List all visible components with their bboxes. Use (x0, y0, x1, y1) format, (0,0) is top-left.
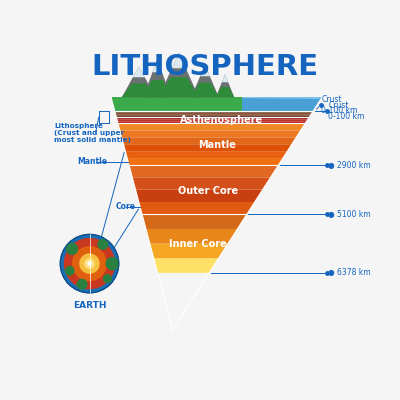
Polygon shape (191, 83, 219, 97)
Text: Crust
0-100 km: Crust 0-100 km (328, 102, 364, 121)
Text: Inner Core: Inner Core (169, 238, 227, 248)
Circle shape (79, 253, 100, 274)
Polygon shape (116, 116, 310, 117)
Text: Mantle: Mantle (198, 140, 236, 150)
Polygon shape (152, 59, 162, 72)
Circle shape (64, 238, 115, 289)
Polygon shape (139, 202, 255, 214)
Polygon shape (133, 66, 145, 77)
Polygon shape (159, 77, 199, 97)
Polygon shape (124, 144, 292, 151)
Polygon shape (116, 117, 309, 119)
Polygon shape (216, 87, 234, 97)
Polygon shape (150, 244, 228, 258)
Polygon shape (172, 53, 186, 68)
Text: ● 2900 km: ● 2900 km (328, 160, 371, 170)
Polygon shape (216, 74, 234, 97)
Text: Mantle: Mantle (77, 158, 107, 166)
Circle shape (72, 246, 107, 281)
Polygon shape (143, 80, 171, 97)
Polygon shape (122, 84, 156, 97)
Text: Asthenosphere: Asthenosphere (180, 115, 263, 125)
Circle shape (106, 257, 119, 270)
Text: LITHOSPHERE: LITHOSPHERE (92, 53, 318, 81)
Polygon shape (117, 119, 308, 122)
Polygon shape (122, 137, 296, 144)
Polygon shape (222, 74, 228, 82)
Polygon shape (143, 59, 171, 97)
Circle shape (84, 258, 95, 269)
Polygon shape (200, 65, 210, 76)
Circle shape (87, 261, 92, 266)
Circle shape (65, 266, 75, 276)
Polygon shape (111, 97, 242, 111)
Text: Crust
0-100 km: Crust 0-100 km (322, 95, 358, 115)
Polygon shape (191, 65, 219, 97)
Circle shape (97, 239, 108, 250)
Text: Outer Core: Outer Core (178, 186, 238, 196)
Polygon shape (115, 111, 313, 113)
Polygon shape (116, 114, 311, 116)
Text: ● 5100 km: ● 5100 km (328, 210, 371, 219)
Circle shape (66, 243, 78, 255)
Polygon shape (118, 124, 305, 130)
Circle shape (103, 274, 112, 283)
Circle shape (76, 279, 88, 290)
Polygon shape (154, 258, 219, 273)
Polygon shape (136, 190, 263, 202)
Polygon shape (125, 151, 288, 158)
Polygon shape (115, 113, 312, 114)
Text: ● 6378 km: ● 6378 km (328, 268, 371, 277)
Polygon shape (132, 177, 270, 190)
Polygon shape (129, 165, 278, 177)
Text: Core: Core (116, 202, 136, 211)
Polygon shape (242, 97, 322, 99)
Polygon shape (159, 53, 199, 97)
Polygon shape (142, 214, 247, 229)
Polygon shape (127, 158, 283, 165)
Polygon shape (120, 130, 301, 137)
Text: Lithosphere
(Crust and upper
most solid mantle): Lithosphere (Crust and upper most solid … (54, 123, 131, 143)
Polygon shape (242, 97, 322, 111)
Polygon shape (122, 66, 156, 97)
Circle shape (60, 234, 119, 293)
Text: EARTH: EARTH (73, 300, 106, 310)
Polygon shape (146, 229, 238, 244)
Polygon shape (118, 122, 306, 124)
